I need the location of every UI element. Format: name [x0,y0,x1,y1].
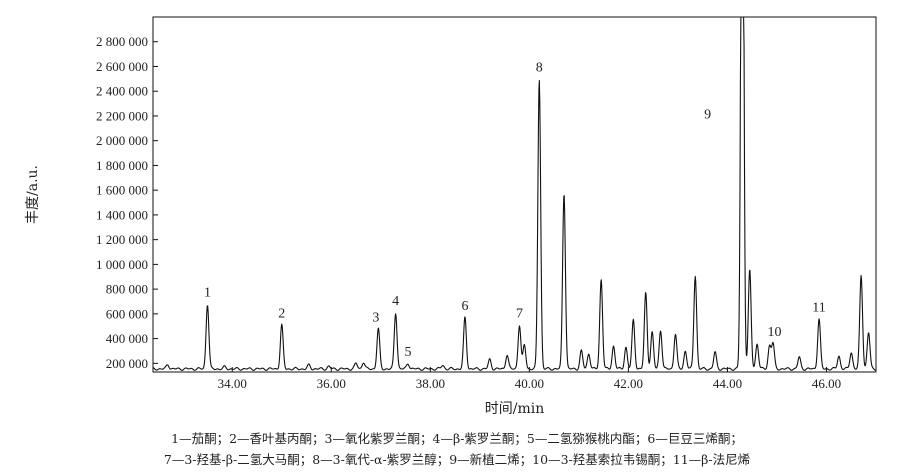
peak-label-9: 9 [704,107,711,122]
chromatogram-trace [152,16,877,371]
y-tick-label: 1 400 000 [96,207,148,222]
peak-annotations: 1 2 34 5 6 7 8 9 10 11 [204,60,826,359]
y-axis-label: 丰度/a.u. [25,165,41,224]
x-tick-label: 42.00 [614,376,643,391]
x-tick-label: 46.00 [812,376,841,391]
y-tick-label: 2 600 000 [96,59,148,74]
x-axis-ticks: 34.00 36.00 38.00 40.00 42.00 44.00 46.00 [218,367,841,391]
peak-label-6: 6 [461,299,468,314]
peak-label-4: 4 [392,294,399,309]
plot-frame [152,16,877,373]
x-tick-label: 34.00 [218,376,247,391]
peak-label-10: 10 [767,325,781,340]
x-tick-label: 38.00 [416,376,445,391]
y-tick-label: 400 000 [106,331,148,346]
y-tick-label: 2 400 000 [96,84,148,99]
x-tick-label: 40.00 [515,376,544,391]
x-axis-label: 时间/min [485,401,545,417]
y-tick-label: 1 000 000 [96,257,148,272]
y-tick-label: 200 000 [106,356,148,371]
peak-label-8: 8 [536,60,543,75]
y-tick-label: 1 800 000 [96,158,148,173]
peak-label-2: 2 [278,307,285,322]
y-tick-label: 800 000 [106,282,148,297]
y-tick-label: 2 000 000 [96,133,148,148]
y-axis-ticks: 200 000 400 000 600 000 800 000 1 000 000 1 2… [96,34,158,371]
peak-label-11: 11 [812,300,825,315]
caption-line-1: 1—茄酮；2—香叶基丙酮；3—氧化紫罗兰酮；4—β-紫罗兰酮；5—二氢猕猴桃内酯… [171,431,743,446]
y-tick-label: 600 000 [106,306,148,321]
y-tick-label: 2 800 000 [96,34,148,49]
peak-label-7: 7 [516,307,523,322]
peak-label-3: 3 [372,310,379,325]
x-tick-label: 36.00 [317,376,346,391]
y-tick-label: 2 200 000 [96,108,148,123]
y-tick-label: 1 600 000 [96,183,148,198]
peak-label-5: 5 [405,345,412,360]
peak-label-1: 1 [204,286,211,301]
x-tick-label: 44.00 [713,376,742,391]
y-tick-label: 1 200 000 [96,232,148,247]
chromatogram-chart: 200 000 400 000 600 000 800 000 1 000 000 1 2… [25,16,877,417]
caption-line-2: 7—3-羟基-β-二氢大马酮；8—3-氧代-α-紫罗兰醇；9—新植二烯；10—3… [163,452,751,467]
